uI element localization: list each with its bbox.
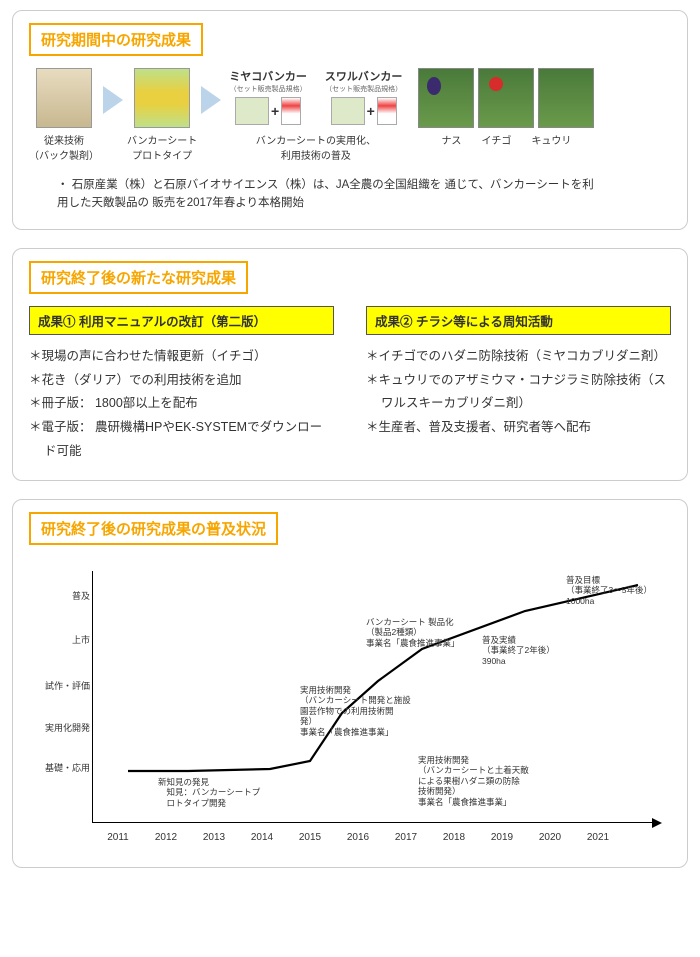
- chart-annotation: 実用技術開発（バンカーシートと土着天敵による果樹ハダニ類の防除技術開発）事業名「…: [418, 755, 529, 808]
- y-axis-label: 実用化開発: [40, 721, 90, 734]
- flow-prototype: バンカーシート プロトタイプ: [127, 68, 197, 162]
- y-axis-label: 基礎・応用: [40, 761, 90, 774]
- bullet-dot: ・: [57, 179, 69, 191]
- panel1-title: 研究期間中の研究成果: [29, 23, 203, 56]
- col1-b4: ＊電子版： 農研機構HPやEK-SYSTEMでダウンロード可能: [29, 416, 334, 464]
- x-axis-year: 2011: [107, 832, 129, 843]
- conventional-label-1: 従来技術: [29, 132, 99, 147]
- panel2-title: 研究終了後の新たな研究成果: [29, 261, 248, 294]
- plus-icon: +: [367, 103, 375, 119]
- crop-ichigo-image: [478, 68, 534, 128]
- product2-title: スワルバンカー: [325, 68, 403, 84]
- crop2-label: イチゴ: [481, 132, 511, 147]
- panel2-col1: 成果① 利用マニュアルの改訂（第二版） ＊現場の声に合わせた情報更新（イチゴ） …: [29, 306, 334, 464]
- crop-images-group: ナス イチゴ キュウリ: [416, 68, 596, 147]
- x-axis-year: 2018: [443, 832, 465, 843]
- col1-bullets: ＊現場の声に合わせた情報更新（イチゴ） ＊花き（ダリア）での利用技術を追加 ＊冊…: [29, 345, 334, 464]
- crop-nasu-image: [418, 68, 474, 128]
- crop-kyuri-image: [538, 68, 594, 128]
- practical-label-2: 利用技術の普及: [225, 147, 406, 162]
- panel-post-research: 研究終了後の新たな研究成果 成果① 利用マニュアルの改訂（第二版） ＊現場の声に…: [12, 248, 688, 481]
- product2-pack-image: [377, 97, 397, 125]
- product-swaru: スワルバンカー （セット販売製品規格） +: [325, 68, 403, 128]
- dissemination-chart: 普及上市試作・評価実用化開発基礎・応用 2011 2012 2013 2014 2015…: [40, 561, 660, 851]
- product1-sheet-image: [235, 97, 269, 125]
- col1-b1: ＊現場の声に合わせた情報更新（イチゴ）: [29, 345, 334, 369]
- col1-b2: ＊花き（ダリア）での利用技術を追加: [29, 369, 334, 393]
- crop3-label: キュウリ: [531, 132, 571, 147]
- col2-b1: ＊イチゴでのハダニ防除技術（ミヤコカブリダニ剤）: [366, 345, 671, 369]
- panel1-note-text: 石原産業（株）と石原バイオサイエンス（株）は、JA全農の全国組織を 通じて、バン…: [57, 179, 594, 209]
- x-axis-year: 2016: [347, 832, 369, 843]
- x-axis-year: 2014: [251, 832, 273, 843]
- panel1-note: ・ 石原産業（株）と石原バイオサイエンス（株）は、JA全農の全国組織を 通じて、…: [57, 176, 597, 213]
- chart-annotation: 新知見の発見 知見：バンカーシートプ ロトタイプ開発: [158, 777, 260, 809]
- prototype-label-1: バンカーシート: [127, 132, 197, 147]
- arrow-icon: [201, 86, 221, 114]
- practical-label-1: バンカーシートの実用化、: [225, 132, 406, 147]
- prototype-image: [134, 68, 190, 128]
- x-axis-year: 2017: [395, 832, 417, 843]
- crop1-label: ナス: [441, 132, 461, 147]
- x-axis-year: 2013: [203, 832, 225, 843]
- plus-icon: +: [271, 103, 279, 119]
- chart-annotation: 普及目標（事業終了3～5年後）1000ha: [566, 575, 652, 607]
- x-axis-year: 2021: [587, 832, 609, 843]
- y-axis-label: 上市: [40, 633, 90, 646]
- flow-conventional: 従来技術 （バック製剤）: [29, 68, 99, 162]
- panel2-columns: 成果① 利用マニュアルの改訂（第二版） ＊現場の声に合わせた情報更新（イチゴ） …: [29, 306, 671, 464]
- process-flow-row: 従来技術 （バック製剤） バンカーシート プロトタイプ ミヤコバンカー （セット…: [29, 68, 671, 162]
- product-miyako: ミヤコバンカー （セット販売製品規格） +: [229, 68, 307, 128]
- x-axis-year: 2019: [491, 832, 513, 843]
- prototype-label-2: プロトタイプ: [127, 147, 197, 162]
- product2-sub: （セット販売製品規格）: [325, 84, 403, 94]
- chart-annotation: バンカーシート 製品化（製品2種類）事業名「農食推進事業」: [366, 617, 460, 649]
- x-axis-year: 2020: [539, 832, 561, 843]
- panel-research-period: 研究期間中の研究成果 従来技術 （バック製剤） バンカーシート プロトタイプ ミ…: [12, 10, 688, 230]
- panel3-title: 研究終了後の研究成果の普及状況: [29, 512, 278, 545]
- col2-b2: ＊キュウリでのアザミウマ・コナジラミ防除技術（スワルスキーカブリダニ剤）: [366, 369, 671, 417]
- x-axis-year: 2012: [155, 832, 177, 843]
- chart-annotation: 実用技術開発（バンカーシート開発と施設園芸作物での利用技術開発）事業名「農食推進…: [300, 685, 411, 738]
- result2-heading: 成果② チラシ等による周知活動: [366, 306, 671, 335]
- product1-pack-image: [281, 97, 301, 125]
- result1-heading: 成果① 利用マニュアルの改訂（第二版）: [29, 306, 334, 335]
- panel2-col2: 成果② チラシ等による周知活動 ＊イチゴでのハダニ防除技術（ミヤコカブリダニ剤）…: [366, 306, 671, 464]
- conventional-label-2: （バック製剤）: [29, 147, 99, 162]
- product1-sub: （セット販売製品規格）: [229, 84, 307, 94]
- arrow-icon: [103, 86, 123, 114]
- chart-annotation: 普及実績（事業終了2年後）390ha: [482, 635, 555, 667]
- panel-dissemination: 研究終了後の研究成果の普及状況 普及上市試作・評価実用化開発基礎・応用 2011…: [12, 499, 688, 868]
- col2-bullets: ＊イチゴでのハダニ防除技術（ミヤコカブリダニ剤） ＊キュウリでのアザミウマ・コナ…: [366, 345, 671, 440]
- col1-b3: ＊冊子版： 1800部以上を配布: [29, 392, 334, 416]
- y-axis-label: 普及: [40, 589, 90, 602]
- products-and-practical: ミヤコバンカー （セット販売製品規格） + スワルバンカー （セット販売製品規格…: [225, 68, 406, 162]
- product1-title: ミヤコバンカー: [229, 68, 307, 84]
- x-axis-year: 2015: [299, 832, 321, 843]
- col2-b3: ＊生産者、普及支援者、研究者等へ配布: [366, 416, 671, 440]
- product2-sheet-image: [331, 97, 365, 125]
- conventional-image: [36, 68, 92, 128]
- y-axis-label: 試作・評価: [40, 679, 90, 692]
